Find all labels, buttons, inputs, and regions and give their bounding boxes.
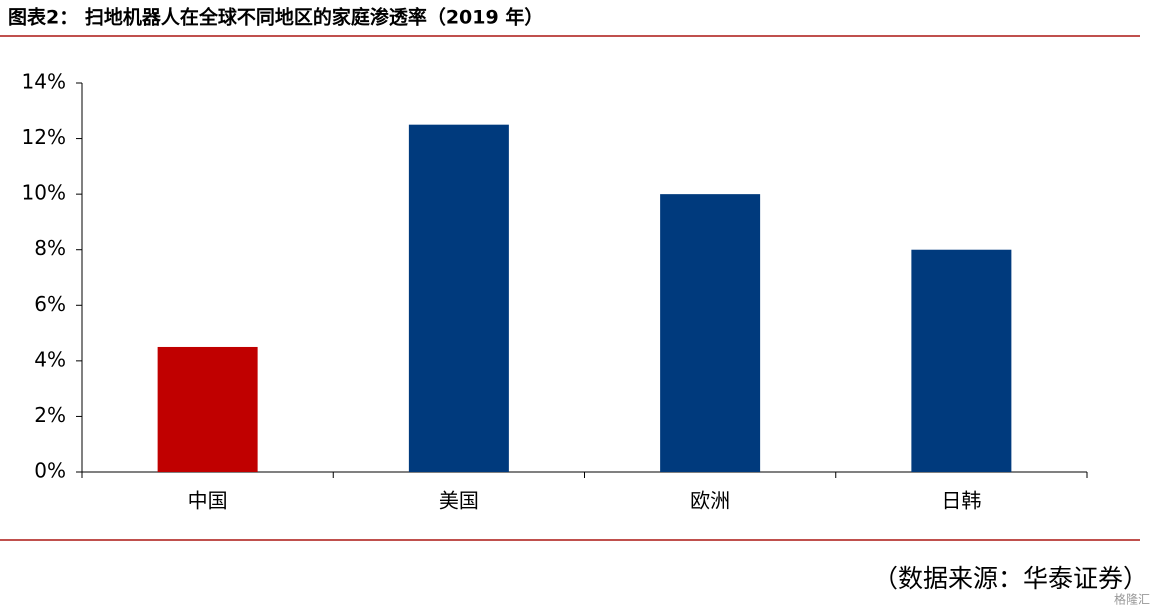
source-note: （数据来源：华泰证券）: [873, 564, 1148, 593]
y-tick-label: 12%: [22, 125, 66, 149]
x-tick-label: 日韩: [941, 489, 981, 513]
x-tick-label: 欧洲: [690, 489, 730, 513]
y-tick-label: 6%: [34, 292, 66, 316]
watermark: 格隆汇: [1114, 592, 1150, 607]
bar: [660, 194, 761, 472]
x-tick-label: 美国: [439, 489, 479, 513]
y-tick-label: 10%: [22, 181, 66, 205]
y-tick-label: 2%: [34, 403, 66, 427]
bar: [911, 249, 1012, 472]
x-tick-label: 中国: [188, 489, 228, 513]
bar: [157, 346, 258, 472]
y-tick-label: 4%: [34, 347, 66, 371]
y-tick-label: 14%: [22, 70, 66, 94]
y-tick-label: 8%: [34, 236, 66, 260]
chart-title: 图表2： 扫地机器人在全球不同地区的家庭渗透率（2019 年）: [8, 6, 543, 29]
y-tick-label: 0%: [34, 459, 66, 483]
bar: [408, 124, 509, 472]
